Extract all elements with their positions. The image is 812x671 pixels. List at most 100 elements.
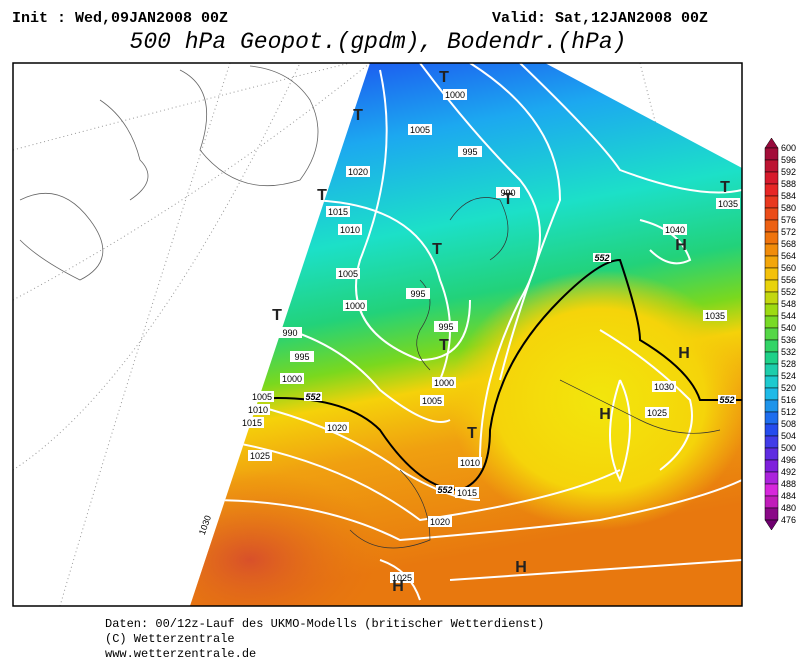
isobar-label: 1020 xyxy=(327,423,347,433)
colorbar-segment xyxy=(764,219,779,233)
isobar-label: 1000 xyxy=(445,90,465,100)
colorbar-segment xyxy=(764,231,779,245)
colorbar-segment xyxy=(764,327,779,341)
isobar-label: 1005 xyxy=(410,125,430,135)
isobar-label: 1025 xyxy=(392,573,412,583)
pressure-center: H xyxy=(678,345,690,362)
colorbar-label: 596 xyxy=(781,155,796,165)
isobar-label: 1010 xyxy=(460,458,480,468)
colorbar-segment xyxy=(764,459,779,473)
colorbar-label: 552 xyxy=(781,287,796,297)
isobar-label-box xyxy=(250,391,274,402)
map-area xyxy=(13,63,742,606)
isohypse-label-box xyxy=(436,485,454,494)
map-title: 500 hPa Geopot.(gpdm), Bodendr.(hPa) xyxy=(130,29,627,55)
colorbar-segment xyxy=(764,147,779,161)
colorbar-label: 576 xyxy=(781,215,796,225)
colorbar-label: 496 xyxy=(781,455,796,465)
colorbar-label: 600 xyxy=(781,143,796,153)
isobar-label: 1010 xyxy=(248,405,268,415)
pressure-center: T xyxy=(317,187,327,204)
footer-line: www.wetterzentrale.de xyxy=(105,647,256,661)
isobar-label-group: 1025 xyxy=(645,407,669,418)
isobar-label-group: 1005 xyxy=(336,268,360,279)
isobar-label-box xyxy=(663,224,687,235)
colorbar-segment xyxy=(764,447,779,461)
isobar-label-box xyxy=(455,487,479,498)
isobar-label-box xyxy=(428,516,452,527)
colorbar-label: 540 xyxy=(781,323,796,333)
isobar-label-box xyxy=(195,511,214,538)
isobar-label: 1000 xyxy=(434,378,454,388)
colorbar-label: 488 xyxy=(781,479,796,489)
map-labels: 1000 1005 995 1020 990 1015 1010 1040 1035 1005 99… xyxy=(195,69,740,595)
colorbar-segment xyxy=(764,483,779,497)
isohypse-label: 552 xyxy=(437,485,452,495)
isobar-label: 1005 xyxy=(338,269,358,279)
isobar-label-box xyxy=(278,327,302,338)
colorbar-segment xyxy=(764,315,779,329)
isobar-label-group: 1020 xyxy=(346,166,370,177)
isobar-label: 1010 xyxy=(340,225,360,235)
isobar-label-box xyxy=(338,224,362,235)
colorbar-segment xyxy=(764,279,779,293)
isobar-label: 1000 xyxy=(282,374,302,384)
colorbar-segment xyxy=(764,351,779,365)
isobar-label-group: 990 xyxy=(496,187,520,198)
isobar-label: 990 xyxy=(500,188,515,198)
colorbar-segment xyxy=(764,471,779,485)
isobar-label-group: 995 xyxy=(458,146,482,157)
isobar-label-group: 1010 xyxy=(458,457,482,468)
pressure-center: H xyxy=(392,578,404,595)
colorbar-segment xyxy=(764,183,779,197)
isobar-label-group: 1015 xyxy=(455,487,479,498)
isohypse-label-box xyxy=(593,253,611,262)
colorbar-label: 512 xyxy=(781,407,796,417)
isobar-label-group: 1020 xyxy=(325,422,349,433)
isobar-label-group: 1000 xyxy=(343,300,367,311)
isobar-label-box xyxy=(458,146,482,157)
colorbar-label: 572 xyxy=(781,227,796,237)
colorbar-label: 500 xyxy=(781,443,796,453)
colorbar-segment xyxy=(764,267,779,281)
isobar-label-group: 1035 xyxy=(716,198,740,209)
isobar-label-group: 995 xyxy=(406,288,430,299)
isobar-label-box xyxy=(716,198,740,209)
pressure-center: H xyxy=(599,406,611,423)
colorbar-label: 588 xyxy=(781,179,796,189)
isobar-label: 1015 xyxy=(242,418,262,428)
isobar-label-group: 1005 xyxy=(408,124,432,135)
isobar-label-box xyxy=(434,321,458,332)
colorbar-segment xyxy=(764,507,779,521)
footer-line: Daten: 00/12z-Lauf des UKMO-Modells (bri… xyxy=(105,617,544,631)
isobar-label-group: 990 xyxy=(278,327,302,338)
isobar-label: 1020 xyxy=(348,167,368,177)
pressure-center: T xyxy=(503,191,513,208)
isobar-label-box xyxy=(432,377,456,388)
colorbar-label: 568 xyxy=(781,239,796,249)
isobar-label-group: 1010 xyxy=(246,404,270,415)
isobar-label-box xyxy=(280,373,304,384)
colorbar-segment xyxy=(764,375,779,389)
isobar-label: 990 xyxy=(282,328,297,338)
isobar-label: 1005 xyxy=(252,392,272,402)
isobar-label-box xyxy=(703,310,727,321)
isobar-label-box xyxy=(652,381,676,392)
pressure-center: H xyxy=(675,237,687,254)
isobar-label: 1035 xyxy=(705,311,725,321)
colorbar-label: 516 xyxy=(781,395,796,405)
colorbar-label: 548 xyxy=(781,299,796,309)
isobar-label-group: 995 xyxy=(290,351,314,362)
pressure-center: T xyxy=(467,425,477,442)
colorbar-label: 520 xyxy=(781,383,796,393)
isobar-label: 1040 xyxy=(665,225,685,235)
isobar-label-box xyxy=(290,351,314,362)
colorbar-segment xyxy=(764,243,779,257)
colorbar-label: 592 xyxy=(781,167,796,177)
isobar-label-box xyxy=(406,288,430,299)
colorbar-label: 492 xyxy=(781,467,796,477)
colorbar-segment xyxy=(764,171,779,185)
isobar-label-box xyxy=(326,206,350,217)
isobar-label: 995 xyxy=(438,322,453,332)
